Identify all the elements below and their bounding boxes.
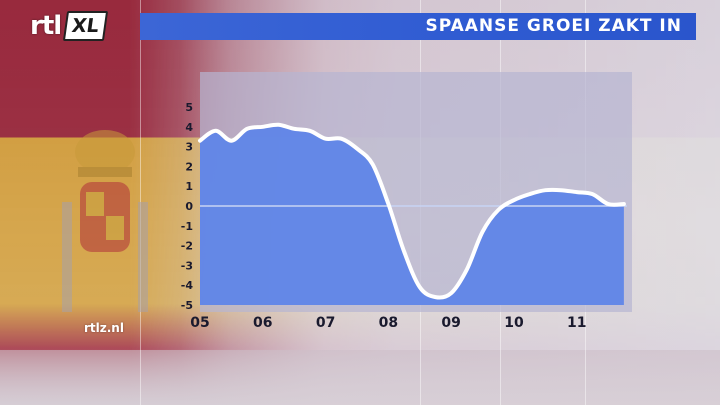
x-tick-label: 08 <box>379 315 398 331</box>
x-axis-ticks: 05 06 07 08 09 10 11 <box>190 315 586 331</box>
growth-line <box>198 122 626 300</box>
title-bar: SPAANSE GROEI ZAKT IN <box>140 13 696 40</box>
x-tick-label: 11 <box>567 315 586 331</box>
y-tick-label: -1 <box>181 220 193 233</box>
y-tick-label: 1 <box>185 180 193 193</box>
x-tick-label: 10 <box>504 315 524 331</box>
source-label: rtlz.nl <box>84 321 124 335</box>
x-tick-label: 05 <box>190 315 209 331</box>
y-tick-label: -4 <box>181 279 194 292</box>
x-tick-label: 07 <box>316 315 335 331</box>
y-tick-label: 0 <box>185 200 193 213</box>
channel-logo: rtl XL <box>30 10 109 42</box>
y-tick-label: -2 <box>181 240 193 253</box>
y-tick-label: 4 <box>185 121 193 134</box>
background-lower-band <box>0 350 720 405</box>
x-tick-label: 06 <box>253 315 272 331</box>
y-tick-label: 2 <box>185 160 193 173</box>
y-tick-label: 3 <box>185 141 193 154</box>
y-axis-ticks: 5 4 3 2 1 0 -1 -2 -3 -4 -5 <box>181 101 194 312</box>
y-tick-label: -3 <box>181 259 193 272</box>
y-tick-label: -5 <box>181 299 193 312</box>
x-tick-label: 09 <box>441 315 460 331</box>
logo-rtl-text: rtl <box>30 11 62 41</box>
chart-title: SPAANSE GROEI ZAKT IN <box>425 16 682 36</box>
growth-area <box>200 124 624 305</box>
coat-of-arms-icon <box>62 130 148 312</box>
y-tick-label: 5 <box>185 101 193 114</box>
